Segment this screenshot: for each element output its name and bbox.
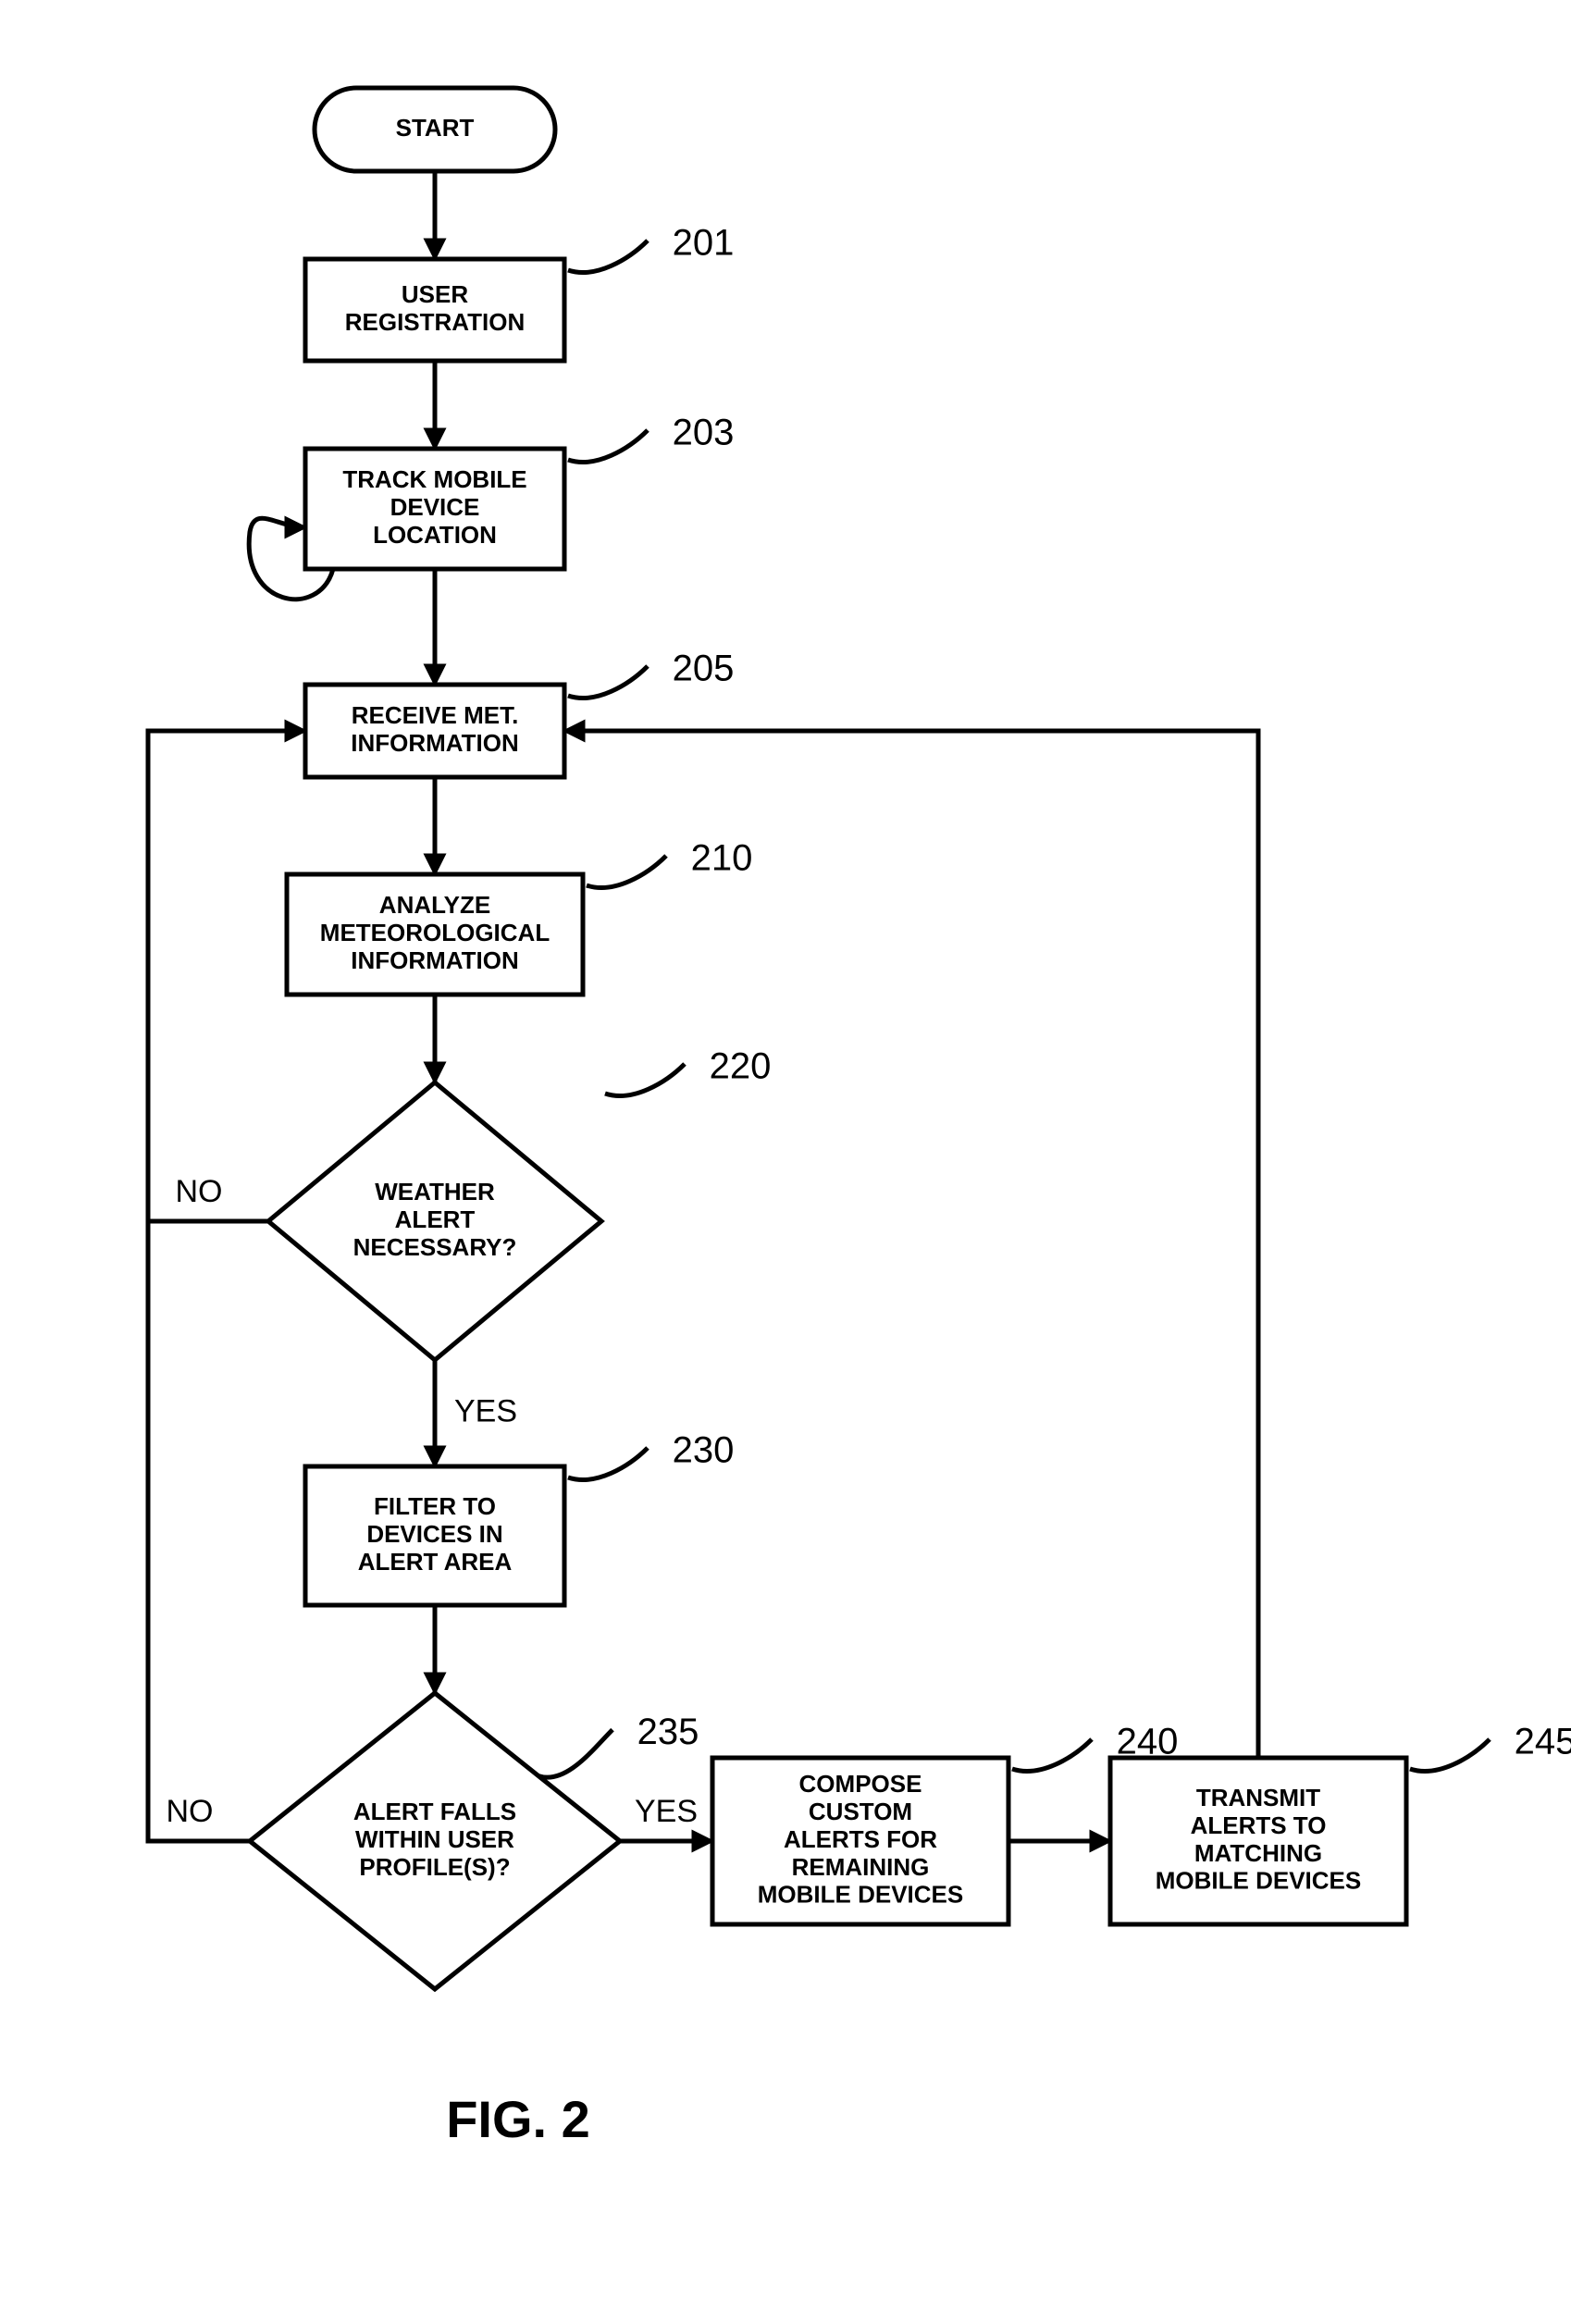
svg-text:INFORMATION: INFORMATION [351,946,519,974]
figure-caption: FIG. 2 [446,2090,590,2148]
svg-text:ALERT AREA: ALERT AREA [358,1548,513,1576]
edge-label: NO [176,1174,223,1209]
ref-label-201: 201 [673,223,735,264]
svg-text:TRANSMIT: TRANSMIT [1196,1784,1320,1811]
svg-text:USER: USER [402,280,468,308]
ref-label-220: 220 [710,1046,772,1087]
svg-text:DEVICES IN: DEVICES IN [366,1520,502,1548]
svg-text:ALERT: ALERT [395,1205,476,1233]
ref-label-210: 210 [691,838,753,879]
svg-text:FILTER TO: FILTER TO [374,1492,496,1520]
ref-label-205: 205 [673,649,735,689]
svg-text:PROFILE(S)?: PROFILE(S)? [359,1853,510,1881]
svg-text:MOBILE DEVICES: MOBILE DEVICES [1156,1867,1361,1895]
ref-label-235: 235 [637,1712,699,1752]
svg-text:TRACK MOBILE: TRACK MOBILE [342,465,526,493]
svg-text:WITHIN USER: WITHIN USER [355,1825,514,1853]
svg-text:ALERTS TO: ALERTS TO [1191,1811,1327,1839]
svg-text:REMAINING: REMAINING [792,1853,930,1881]
ref-label-203: 203 [673,413,735,453]
svg-text:MOBILE DEVICES: MOBILE DEVICES [758,1881,963,1909]
svg-text:REGISTRATION: REGISTRATION [345,308,526,336]
svg-text:COMPOSE: COMPOSE [799,1770,922,1798]
svg-text:ANALYZE: ANALYZE [379,891,490,919]
svg-text:RECEIVE MET.: RECEIVE MET. [352,701,519,729]
svg-text:CUSTOM: CUSTOM [809,1798,912,1825]
svg-text:LOCATION: LOCATION [373,521,497,549]
ref-label-245: 245 [1515,1722,1571,1762]
svg-text:START: START [396,114,475,142]
edge-label: YES [454,1393,517,1428]
edge [564,731,1258,1758]
ref-label-230: 230 [673,1430,735,1471]
svg-text:WEATHER: WEATHER [375,1178,495,1205]
svg-text:MATCHING: MATCHING [1194,1839,1322,1867]
edge-label: YES [635,1794,698,1829]
svg-text:DEVICE: DEVICE [390,493,480,521]
svg-text:INFORMATION: INFORMATION [351,729,519,757]
svg-text:ALERT FALLS: ALERT FALLS [353,1798,516,1825]
edge [148,731,305,1221]
flowchart-figure: YES YES NO NO START USERREGISTRATION 201 TRACK … [0,0,1571,2324]
svg-text:ALERTS FOR: ALERTS FOR [784,1825,937,1853]
svg-text:NECESSARY?: NECESSARY? [353,1233,517,1261]
edge-label: NO [167,1794,214,1829]
svg-text:METEOROLOGICAL: METEOROLOGICAL [320,919,550,946]
